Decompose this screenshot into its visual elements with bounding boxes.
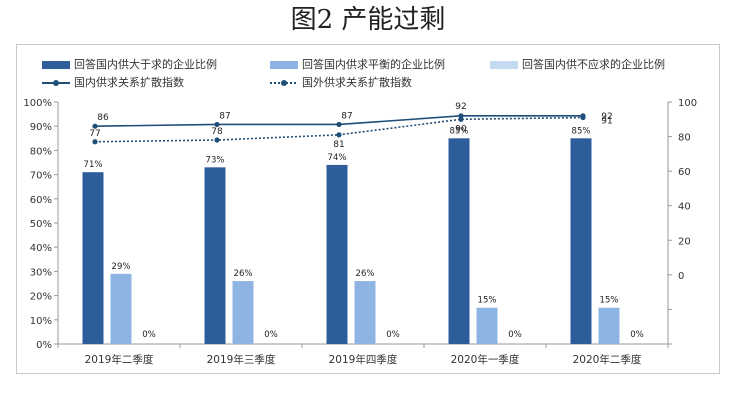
line-foreign-index-label: 90 — [455, 124, 467, 134]
line-domestic-index-label: 86 — [97, 113, 109, 123]
line-foreign-index — [94, 116, 584, 143]
line-domestic-index-point — [92, 123, 98, 129]
line-foreign-index-point — [92, 139, 98, 145]
y-left-tick-label: 70% — [30, 171, 52, 182]
bar-balance-label: 26% — [234, 269, 253, 279]
y-right-tick-label: 0 — [678, 271, 684, 282]
legend-swatch-undersupply — [490, 61, 518, 69]
bar-balance — [476, 307, 498, 344]
bar-oversupply-label: 74% — [328, 153, 347, 163]
legend-label-domestic-index: 国内供求关系扩散指数 — [74, 76, 184, 89]
bar-balance — [232, 281, 254, 344]
y-right-tick-label: 100 — [678, 98, 697, 109]
bar-balance — [354, 281, 376, 344]
bar-oversupply — [204, 167, 226, 344]
legend-swatch-oversupply — [42, 61, 70, 69]
line-foreign-index-label: 78 — [211, 127, 223, 137]
x-tick-label: 2020年一季度 — [451, 353, 520, 366]
legend-line-foreign-index — [270, 80, 298, 86]
bar-undersupply-label: 0% — [508, 330, 522, 340]
bar-balance-label: 15% — [600, 296, 619, 306]
x-tick-label: 2019年二季度 — [85, 353, 154, 366]
bar-balance-label: 15% — [478, 296, 497, 306]
bar-oversupply — [448, 138, 470, 344]
legend-label-balance: 回答国内供求平衡的企业比例 — [302, 58, 445, 71]
chart-frame — [16, 44, 720, 374]
y-left-tick-label: 90% — [30, 122, 52, 133]
bar-oversupply — [570, 138, 592, 344]
legend-swatch-balance — [270, 61, 298, 69]
x-tick-label: 2019年四季度 — [329, 353, 398, 366]
y-left-tick-label: 80% — [30, 146, 52, 157]
legend-label-foreign-index: 国外供求关系扩散指数 — [302, 76, 412, 89]
y-left-tick-label: 30% — [30, 267, 52, 278]
bar-oversupply — [82, 172, 104, 344]
line-domestic-index-point — [336, 121, 342, 128]
legend: 回答国内供大于求的企业比例 回答国内供求平衡的企业比例 回答国内供不应求的企业比… — [16, 48, 720, 94]
line-domestic-index-point — [214, 121, 220, 128]
bar-balance-label: 26% — [356, 269, 375, 279]
line-foreign-index-point — [458, 116, 464, 122]
y-right-tick-label: 40 — [678, 202, 691, 213]
line-foreign-index-label: 91 — [601, 117, 612, 127]
legend-label-undersupply: 回答国内供不应求的企业比例 — [522, 58, 665, 71]
y-right-tick-label: 20 — [678, 236, 691, 247]
x-tick-label: 2020年二季度 — [573, 353, 642, 366]
bar-balance — [598, 307, 620, 344]
legend-line-domestic-index — [42, 80, 70, 86]
bar-balance-label: 29% — [112, 262, 131, 272]
bar-undersupply-label: 0% — [264, 330, 278, 340]
bar-oversupply-label: 85% — [450, 126, 469, 136]
line-foreign-index-point — [336, 132, 342, 138]
y-left-tick-label: 0% — [36, 340, 52, 351]
bar-oversupply-label: 71% — [84, 160, 103, 170]
legend-label-oversupply: 回答国内供大于求的企业比例 — [74, 58, 217, 71]
bar-undersupply-label: 0% — [142, 330, 156, 340]
bar-balance — [110, 273, 132, 344]
y-left-tick-label: 50% — [30, 219, 52, 230]
y-left-tick-label: 100% — [23, 98, 52, 109]
bar-undersupply-label: 0% — [386, 330, 400, 340]
line-foreign-index-label: 77 — [89, 129, 100, 139]
bar-oversupply-label: 73% — [206, 155, 225, 165]
chart-title: 图2 产能过剩 — [290, 5, 446, 35]
bar-oversupply-label: 85% — [572, 126, 591, 136]
line-domestic-index-label: 87 — [341, 111, 352, 121]
y-left-tick-label: 20% — [30, 292, 52, 303]
y-left-tick-label: 40% — [30, 243, 52, 254]
y-right-tick-label: 80 — [678, 133, 691, 144]
y-left-tick-label: 10% — [30, 316, 52, 327]
bar-oversupply — [326, 164, 348, 344]
line-foreign-index-point — [580, 114, 586, 121]
bar-undersupply-label: 0% — [630, 330, 644, 340]
line-foreign-index-point — [214, 137, 220, 143]
line-domestic-index-label: 92 — [455, 102, 466, 112]
line-foreign-index-label: 81 — [333, 140, 344, 150]
y-right-tick-label: 60 — [678, 167, 691, 178]
y-left-tick-label: 60% — [30, 195, 52, 206]
line-domestic-index-label: 87 — [219, 111, 230, 121]
x-tick-label: 2019年三季度 — [207, 353, 276, 366]
line-domestic-index-label: 92 — [601, 112, 612, 122]
